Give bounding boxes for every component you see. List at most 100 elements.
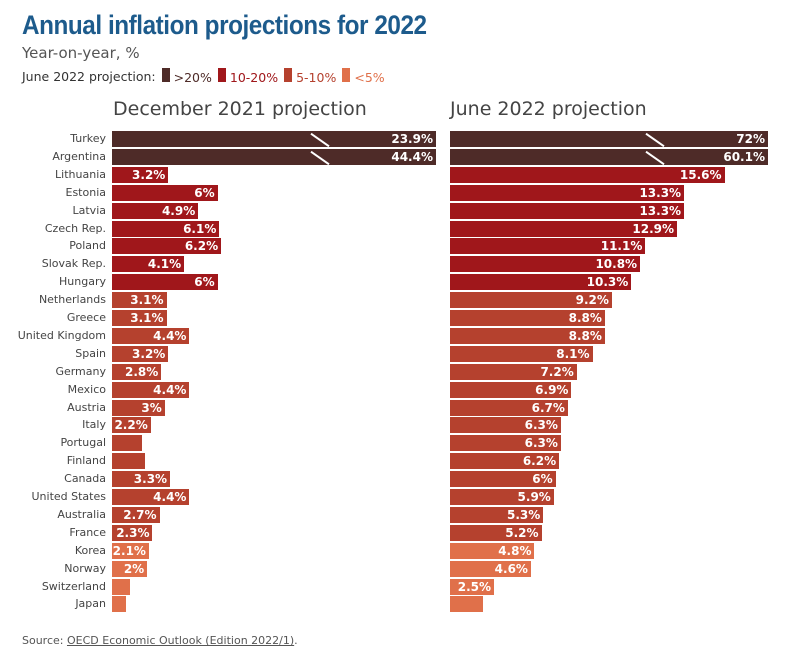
- data-label: 4.6%: [494, 561, 528, 576]
- bar: [112, 596, 127, 613]
- data-label: 2%: [123, 561, 145, 576]
- bar: 10.8%: [450, 256, 641, 273]
- source-link[interactable]: OECD Economic Outlook (Edition 2022/1): [66, 634, 295, 647]
- source-note: Source: OECD Economic Outlook (Edition 2…: [22, 634, 298, 647]
- bar: 4.4%: [112, 381, 190, 398]
- category-label: Estonia: [65, 185, 107, 199]
- legend-label: June 2022 projection:: [22, 69, 156, 84]
- data-label: 10.3%: [586, 275, 629, 290]
- bar: 5.3%: [450, 506, 544, 523]
- category-label: United States: [31, 490, 107, 503]
- category-label: Japan: [75, 597, 106, 611]
- data-label: 5.3%: [506, 507, 541, 522]
- axis-break-mark: [310, 150, 330, 166]
- data-label: 8.8%: [568, 311, 602, 325]
- bar: 60.1%: [450, 148, 768, 166]
- bar: 7.2%: [450, 363, 577, 380]
- category-label: Turkey: [70, 132, 106, 145]
- source-suffix: .: [294, 634, 298, 647]
- category-label: Mexico: [67, 382, 106, 396]
- bar: 2.7%: [112, 506, 160, 523]
- data-label: 6%: [194, 185, 215, 200]
- data-label: 4.1%: [147, 257, 182, 272]
- category-label: Argentina: [52, 149, 106, 163]
- chart-title: Annual inflation projections for 2022: [22, 10, 427, 40]
- bar: [112, 578, 130, 595]
- data-label: 7.2%: [540, 364, 574, 379]
- legend-item-label: 5-10%: [296, 70, 337, 85]
- bar: 6.2%: [112, 238, 222, 255]
- category-label: Spain: [75, 346, 106, 360]
- bar: 6.3%: [450, 417, 561, 434]
- data-label: 4.8%: [498, 543, 532, 558]
- category-label: Lithuania: [55, 167, 106, 181]
- bar: 10.3%: [450, 274, 632, 291]
- category-label: United Kingdom: [17, 328, 106, 342]
- data-label: 13.3%: [639, 203, 682, 218]
- data-label: 5.2%: [505, 525, 539, 540]
- bar: 6%: [450, 471, 556, 488]
- bar: 8.8%: [450, 310, 605, 326]
- bar: 5.2%: [450, 524, 542, 541]
- data-label: 4.4%: [153, 328, 187, 343]
- data-label: 2.3%: [116, 525, 150, 540]
- bar: 9.2%: [450, 292, 612, 309]
- category-label: Germany: [55, 364, 106, 378]
- category-label: Slovak Rep.: [41, 257, 106, 271]
- category-label: Finland: [66, 454, 106, 468]
- bar: 4.8%: [450, 542, 535, 559]
- category-label: Hungary: [59, 275, 106, 289]
- bar: 8.1%: [450, 345, 593, 362]
- category-label: Austria: [67, 400, 106, 414]
- data-label: 2.2%: [114, 418, 148, 433]
- data-label: 5.9%: [517, 490, 551, 504]
- category-label: Australia: [57, 507, 106, 521]
- bar: 2.2%: [112, 417, 151, 434]
- data-label: 3.2%: [132, 346, 166, 361]
- data-label: 6.1%: [183, 221, 217, 236]
- data-label: 4.4%: [153, 490, 187, 504]
- data-label: 12.9%: [632, 221, 675, 236]
- data-label: 2.1%: [112, 543, 146, 558]
- data-label: 3%: [141, 400, 162, 415]
- data-label: 44.4%: [391, 149, 433, 164]
- axis-break-mark: [644, 150, 665, 166]
- bar: 5.9%: [450, 489, 554, 505]
- legend-item-label: >20%: [173, 70, 212, 85]
- category-label: Switzerland: [41, 579, 106, 593]
- data-label: 72%: [736, 132, 765, 146]
- bar: [450, 596, 484, 613]
- category-label: Netherlands: [38, 293, 106, 307]
- data-label: 4.9%: [161, 203, 196, 218]
- data-label: 3.1%: [130, 293, 164, 308]
- data-label: 2.5%: [457, 579, 491, 594]
- panel-title-jun-2022: June 2022 projection: [450, 98, 647, 120]
- data-label: 6.3%: [524, 436, 558, 451]
- data-label: 8.1%: [556, 346, 590, 361]
- bar: 3.1%: [112, 310, 167, 326]
- legend-swatch: [342, 68, 351, 82]
- bar: 2.1%: [112, 542, 149, 559]
- bar: 6.3%: [450, 435, 561, 452]
- category-label: Italy: [82, 418, 106, 432]
- bar: 4.4%: [112, 327, 190, 344]
- bar: 6%: [112, 184, 218, 201]
- bar: 4.1%: [112, 256, 185, 273]
- category-label: Poland: [69, 239, 106, 253]
- data-label: 13.3%: [639, 185, 682, 200]
- bar: 72%: [450, 131, 768, 148]
- bar: 12.9%: [450, 220, 678, 237]
- bar: 3.2%: [112, 166, 169, 183]
- bar: 4.4%: [112, 489, 190, 505]
- bar: 2.3%: [112, 524, 153, 541]
- bar: 11.1%: [450, 238, 646, 255]
- category-label: Latvia: [72, 203, 107, 217]
- bar: 23.9%: [112, 131, 436, 148]
- data-label: 23.9%: [391, 132, 433, 146]
- legend: June 2022 projection: >20% 10-20% 5-10% <5%: [22, 68, 385, 85]
- legend-swatch: [217, 68, 226, 82]
- bar: 6.7%: [450, 399, 568, 416]
- bar: 13.3%: [450, 202, 685, 219]
- data-label: 6.7%: [531, 400, 565, 415]
- data-label: 60.1%: [723, 149, 765, 164]
